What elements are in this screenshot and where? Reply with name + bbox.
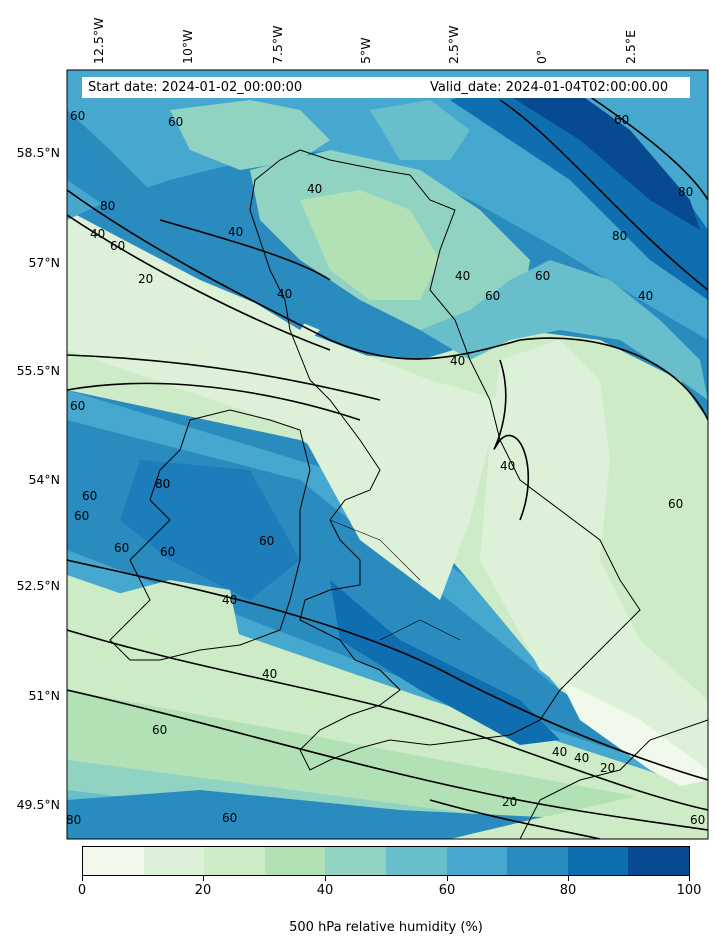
valid-date-label: Valid_date: 2024-01-04T02:00:00.00 <box>430 80 669 95</box>
colorbar-segment <box>83 847 144 875</box>
contour-label: 60 <box>668 497 683 511</box>
colorbar-tick-label: 60 <box>438 883 456 898</box>
colorbar-segment <box>204 847 265 875</box>
contour-label: 60 <box>82 489 97 503</box>
contour-label: 60 <box>70 399 85 413</box>
colorbar-tick <box>203 876 204 881</box>
contour-label: 60 <box>485 289 500 303</box>
contour-label: 60 <box>152 723 167 737</box>
lat-label: 57°N <box>28 255 60 270</box>
lat-label: 51°N <box>28 688 60 703</box>
colorbar-tick-label: 40 <box>316 883 334 898</box>
contour-label: 40 <box>228 225 243 239</box>
lat-label: 52.5°N <box>16 578 60 593</box>
colorbar-segment <box>446 847 508 875</box>
coastlines <box>109 149 708 839</box>
colorbar-tick <box>568 876 569 881</box>
contour-label: 60 <box>74 509 89 523</box>
lon-label: 2.5°E <box>623 29 638 64</box>
contour-label: 80 <box>100 199 115 213</box>
colorbar-segment <box>264 847 326 875</box>
lon-label: 10°W <box>180 29 195 64</box>
contour-label: 80 <box>612 229 627 243</box>
contour-label: 40 <box>552 745 567 759</box>
contour-label: 60 <box>160 545 175 559</box>
contour-label: 60 <box>690 813 705 827</box>
contour-label: 40 <box>574 751 589 765</box>
contour-label: 60 <box>259 534 274 548</box>
lat-label: 54°N <box>28 472 60 487</box>
colorbar-tick-label: 20 <box>194 883 212 898</box>
contour-label: 40 <box>90 227 105 241</box>
lon-label: 12.5°W <box>91 17 106 64</box>
contour-label: 40 <box>500 459 515 473</box>
contour-label: 80 <box>66 813 81 827</box>
colorbar-tick <box>689 876 690 881</box>
contour-label: 60 <box>614 113 629 127</box>
lat-label: 58.5°N <box>16 145 60 160</box>
colorbar-tick-label: 100 <box>676 883 702 898</box>
colorbar-segment <box>507 847 568 875</box>
colorbar-segment <box>325 847 386 875</box>
colorbar-tick-label: 0 <box>77 883 87 898</box>
contour-label: 40 <box>455 269 470 283</box>
contour-label: 40 <box>307 182 322 196</box>
colorbar-tick <box>82 876 83 881</box>
colorbar-segment <box>143 847 205 875</box>
contour-label: 80 <box>678 185 693 199</box>
contour-label: 40 <box>450 354 465 368</box>
contour-labels: 60 80 40 60 20 40 60 40 40 40 60 60 40 6… <box>66 109 705 827</box>
map-frame <box>66 69 709 840</box>
contour-label: 60 <box>168 115 183 129</box>
colorbar-title: 500 hPa relative humidity (%) <box>289 920 483 935</box>
contour-label: 60 <box>535 269 550 283</box>
colorbar-tick <box>447 876 448 881</box>
contour-label: 60 <box>222 811 237 825</box>
lat-label: 55.5°N <box>16 363 60 378</box>
contour-label: 60 <box>70 109 85 123</box>
contour-label: 20 <box>502 795 517 809</box>
contour-label: 20 <box>138 272 153 286</box>
colorbar-segment <box>628 847 689 875</box>
header-box <box>82 77 690 98</box>
humidity-contours <box>67 89 708 839</box>
map-field <box>67 70 708 839</box>
contour-label: 40 <box>262 667 277 681</box>
contour-label: 60 <box>110 239 125 253</box>
contour-label: 40 <box>277 287 292 301</box>
contour-label: 80 <box>155 477 170 491</box>
colorbar-segment <box>385 847 447 875</box>
lat-label: 49.5°N <box>16 797 60 812</box>
colorbar <box>82 846 690 876</box>
start-date-label: Start date: 2024-01-02_00:00:00 <box>88 80 303 95</box>
lon-label: 0° <box>534 49 549 64</box>
lon-label: 7.5°W <box>270 25 285 65</box>
contour-label: 40 <box>638 289 653 303</box>
contour-label: 40 <box>222 593 237 607</box>
lon-label: 5°W <box>358 37 373 64</box>
colorbar-tick-label: 80 <box>559 883 577 898</box>
colorbar-segment <box>567 847 629 875</box>
contour-label: 60 <box>114 541 129 555</box>
colorbar-tick <box>325 876 326 881</box>
contour-label: 20 <box>600 761 615 775</box>
lon-label: 2.5°W <box>446 25 461 65</box>
